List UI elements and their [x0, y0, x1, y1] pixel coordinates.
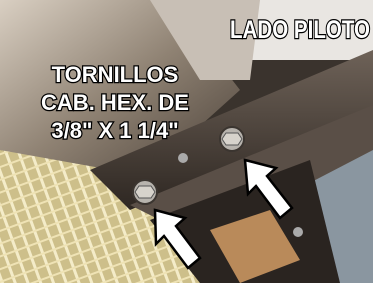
side-label: LADO PILOTO [230, 16, 370, 44]
photo: LADO PILOTO TORNILLOS CAB. HEX. DE 3/8" … [0, 0, 373, 283]
bolt-label-line: TORNILLOS [52, 62, 179, 87]
bolt-label-line: 3/8" X 1 1/4" [51, 118, 178, 143]
bolt-label-line: CAB. HEX. DE [41, 90, 189, 115]
page: LADO PILOTO TORNILLOS CAB. HEX. DE 3/8" … [0, 0, 373, 283]
